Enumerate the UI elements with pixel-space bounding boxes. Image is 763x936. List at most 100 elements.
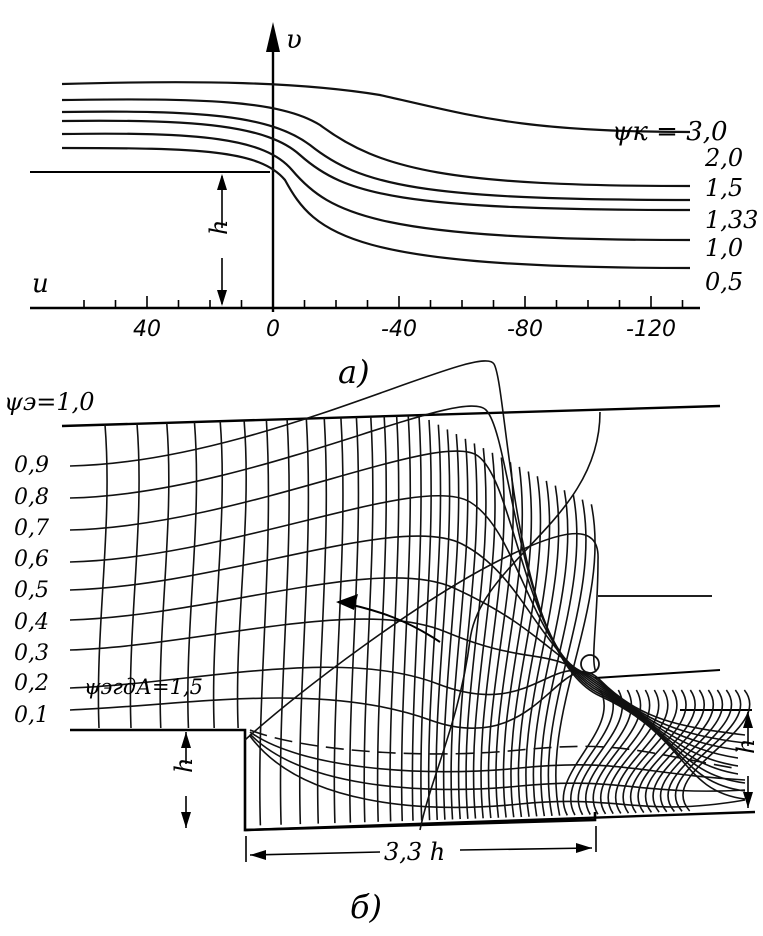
equipotential-line [333, 417, 344, 824]
u-axis-ticks: 40 0 -40 -80 -120 [83, 296, 684, 342]
singular-point [580, 654, 600, 674]
equipotential-line [159, 422, 170, 729]
streamline-label: 0,5 [14, 578, 49, 603]
equipotential-line [547, 499, 587, 817]
outlet-wall-stub [594, 669, 721, 679]
equipotential-line [607, 689, 660, 815]
equipotential-line [562, 689, 605, 816]
h-left-label: h [170, 758, 198, 773]
dim-arrow-left [250, 850, 266, 860]
equipotential-line [652, 689, 715, 813]
u-tick-label: -120 [626, 317, 676, 342]
caption-a: а) [338, 353, 370, 391]
equipotential-line [510, 476, 542, 818]
equipotential-line [279, 419, 290, 825]
h-right-label: h [732, 739, 760, 754]
equipotential-line [599, 689, 651, 815]
streamline-label: 0,4 [14, 610, 49, 635]
streamline-psi-7 [69, 450, 746, 784]
equipotential-line [584, 689, 633, 815]
equipotential-line [569, 689, 615, 816]
bottom-wall [244, 810, 756, 832]
equipotential-line [465, 448, 487, 819]
h-left-arrow-up [181, 732, 191, 748]
equipotential-line [667, 689, 733, 813]
streamline-psi-1 [69, 671, 746, 736]
inner-streamline [249, 733, 746, 792]
dimension-label: 3,3 h [384, 838, 445, 866]
equipotential-line [236, 420, 247, 729]
streamline-label: 0,9 [14, 453, 49, 478]
streamline-1-0 [61, 132, 691, 242]
streamline-labels: 0,9 0,8 0,7 0,6 0,5 0,4 0,3 0,2 0,1 [14, 453, 49, 728]
equipotential-line [495, 466, 524, 818]
curve-label-0-5: 0,5 [705, 268, 743, 296]
streamline-label: 0,6 [14, 547, 49, 572]
caption-b: б) [350, 888, 382, 926]
boundary-curve [244, 532, 599, 741]
curve-label-1-33: 1,33 [705, 206, 758, 234]
equipotential-line [420, 419, 432, 821]
u-axis-label: u [32, 269, 49, 299]
h-left-bg [176, 764, 196, 796]
dim-arrow-right [576, 843, 592, 853]
equipotential-line [129, 423, 140, 729]
u-tick-label: 0 [266, 317, 280, 342]
equipotential-line [187, 421, 198, 729]
dim-line-left [249, 851, 381, 856]
equipotential-line [450, 438, 469, 820]
equipotential-line [400, 415, 412, 822]
equipotential-line [363, 416, 374, 823]
equipotential-line [525, 485, 560, 817]
equipotential-line [659, 689, 724, 813]
streamline-0-5 [61, 146, 691, 270]
equipotential-line [577, 689, 624, 816]
streamline-2-0 [61, 98, 691, 188]
equipotential-line [480, 457, 505, 819]
streamline-label: 0,2 [14, 671, 49, 696]
streamline-label: 0,7 [14, 516, 49, 541]
equipotential-line [682, 689, 751, 812]
h-arrow-up [217, 174, 227, 190]
equipotential-line [540, 494, 578, 817]
h-label: h [205, 220, 233, 235]
u-tick-label: 40 [133, 317, 161, 342]
flow-arrow-head [336, 594, 358, 610]
streamline-label: 0,8 [14, 485, 49, 510]
streamline-label: 0,3 [14, 641, 49, 666]
h-right-arrow-up [743, 712, 753, 728]
equipotential-line [487, 462, 515, 819]
streamline-psi-2 [69, 666, 746, 744]
u-tick-label: -40 [381, 317, 417, 342]
h-right-bg [738, 746, 758, 776]
equipotential-line [502, 471, 533, 818]
top-streamline [61, 404, 721, 428]
h-label-bg [212, 228, 232, 258]
v-axis-arrow [266, 22, 280, 52]
streamline-1-5 [61, 110, 691, 202]
equipotential-line [614, 689, 669, 814]
equipotential-line [457, 443, 478, 820]
streamline-psi-5 [69, 535, 746, 768]
streamline-3-0 [61, 81, 691, 134]
u-tick-label: -80 [507, 317, 543, 342]
flow-net [69, 360, 751, 831]
equipotential-line [258, 419, 270, 826]
equipotential-line [298, 418, 310, 825]
equipotential-line [435, 429, 451, 820]
curve-label-1-0: 1,0 [705, 234, 743, 262]
equipotential-line [637, 689, 696, 814]
figure-a: 40 0 -40 -80 -120 υ u h ψк = 3,0 2,0 1,5 1,3… [30, 22, 758, 391]
streamline-label: 0,1 [14, 703, 49, 728]
equipotential-line [411, 415, 422, 821]
equipotential-line [592, 689, 642, 815]
equipotential-line [376, 416, 388, 822]
equipotential-line [316, 418, 328, 824]
equipotential-line [212, 421, 224, 729]
channel-lower-wall [70, 728, 597, 832]
v-axis-label: υ [286, 25, 302, 55]
h-arrow-down [217, 290, 227, 306]
equipotential-line [622, 689, 678, 814]
equipotential-line [532, 490, 569, 817]
